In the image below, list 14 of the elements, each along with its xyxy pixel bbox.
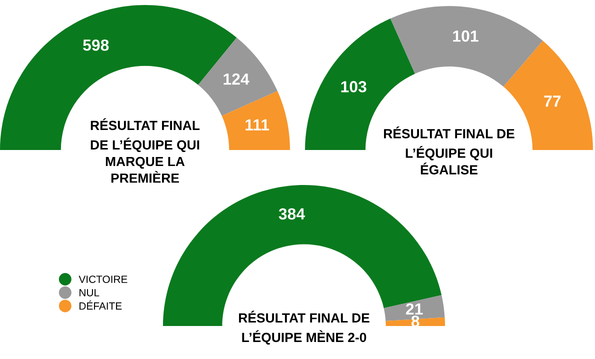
data-label: 384 — [278, 208, 305, 220]
text: RÉSULTAT FINAL DE L’ÉQUIPE MÈNE 2-0 — [239, 310, 370, 345]
legend-label: DÉFAITE — [80, 300, 122, 310]
data-label: 101 — [453, 30, 478, 42]
legend-label: NUL — [80, 289, 100, 296]
data-label: 103 — [341, 81, 366, 92]
text: RÉSULTAT FINAL DE L’ÉQUIPE QUI ÉGALISE — [384, 126, 514, 174]
legend-label: VICTOIRE — [78, 276, 128, 283]
data-label: 124 — [224, 73, 250, 85]
data-label: 111 — [246, 119, 270, 130]
text: RÉSULTAT FINAL DE L’ÉQUIPE QUI MARQUE LA PREMIÈRE — [90, 118, 200, 183]
data-label: 77 — [544, 96, 561, 107]
data-label: 21 — [406, 303, 423, 315]
data-label: 598 — [83, 39, 109, 51]
